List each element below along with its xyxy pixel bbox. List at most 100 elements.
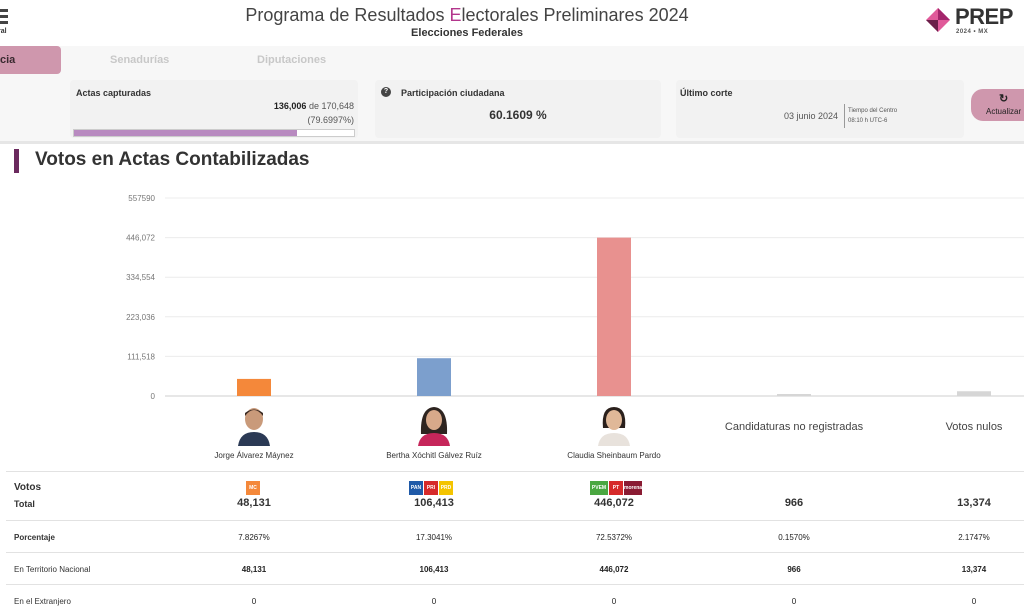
y-tick-label: 334,554: [126, 273, 155, 282]
tab-senadurias[interactable]: Senadurías: [110, 54, 170, 66]
nacional-cell: 446,072: [599, 565, 629, 574]
participacion-value: 60.1609 %: [489, 108, 547, 122]
hamburger-menu-icon[interactable]: [0, 9, 10, 25]
party-logo-pan: PAN: [409, 481, 423, 495]
percent-cell: 0.1570%: [778, 533, 810, 542]
bar-5: [957, 391, 991, 396]
institution-label: ral: [0, 28, 7, 35]
party-logo-morena: morena: [624, 481, 642, 495]
party-logos-sigamos-haciendo-historia: PVEM PT morena: [590, 481, 642, 495]
no-registradas-label: Candidaturas no registradas: [724, 421, 864, 433]
bar-3: [597, 237, 631, 396]
y-tick-label: 446,072: [126, 234, 155, 243]
party-logo-pt: PT: [609, 481, 623, 495]
prep-logo-icon: [926, 8, 950, 32]
page-title: Programa de Resultados Electorales Preli…: [0, 5, 934, 26]
candidate-name: Jorge Álvarez Máynez: [214, 451, 294, 460]
election-tabs: cia Senadurías Diputaciones: [0, 46, 1024, 76]
y-tick-label: 0: [151, 392, 156, 400]
refresh-button[interactable]: ↻ Actualizar: [971, 89, 1024, 121]
header: ral Programa de Resultados Electorales P…: [0, 0, 1024, 46]
y-tick-label: 557590: [128, 194, 155, 203]
refresh-label: Actualizar: [986, 107, 1022, 116]
tab-diputaciones[interactable]: Diputaciones: [257, 54, 327, 66]
party-logo-prd: PRD: [439, 481, 453, 495]
corte-timezone: Tiempo del Centro: [848, 108, 898, 114]
participacion-label: Participación ciudadana: [401, 88, 505, 98]
actas-captured: 136,006: [273, 101, 307, 111]
total-cell: 48,131: [237, 497, 271, 509]
percent-cell: 72.5372%: [595, 533, 633, 542]
nacional-cell: 966: [787, 565, 801, 574]
extranjero-cell: 0: [251, 597, 257, 606]
logo-text: PREP: [955, 4, 1013, 29]
logo-subtext: 2024 • MX: [956, 29, 989, 35]
actas-total: 170,648: [321, 101, 354, 111]
extranjero-cell: 0: [971, 597, 977, 606]
table-row-votos: Votos Total MC PAN PRI PRD PVEM PT morena 48…: [6, 471, 1024, 520]
title-part-2: lectorales Preliminares 2024: [461, 5, 689, 25]
extranjero-label: En el Extranjero: [14, 597, 71, 606]
porcentaje-label: Porcentaje: [14, 533, 55, 542]
title-part-1: Programa de Resultados: [245, 5, 450, 25]
party-logo-mc: MC: [246, 481, 260, 495]
title-e-accent: E: [449, 5, 462, 25]
party-logo-pvem: PVEM: [590, 481, 608, 495]
nacional-cell: 48,131: [241, 565, 267, 574]
actas-count: 136,006 de 170,648: [274, 101, 354, 111]
question-circle-icon[interactable]: ?: [381, 87, 391, 97]
candidate-2: Bertha Xóchitl Gálvez Ruíz: [334, 404, 534, 460]
extranjero-cell: 0: [431, 597, 437, 606]
corte-divider: [844, 104, 845, 128]
bar-1: [237, 378, 271, 396]
votes-bar-chart: 0 111,518 223,036 334,554 446,072 557590: [126, 194, 1024, 400]
candidate-photo-icon: [416, 404, 452, 446]
extranjero-cell: 0: [791, 597, 797, 606]
ultimo-corte-card: Último corte 03 junio 2024 Tiempo del Ce…: [676, 80, 964, 138]
corte-date: 03 junio 2024: [784, 111, 839, 121]
y-tick-label: 111,518: [127, 352, 155, 361]
results-table: Votos Total MC PAN PRI PRD PVEM PT morena 48…: [6, 471, 1024, 608]
participacion-card: ? Participación ciudadana 60.1609 %: [375, 80, 661, 138]
table-row-porcentaje: Porcentaje 7.8267% 17.3041% 72.5372% 0.1…: [6, 520, 1024, 552]
actas-percent: (79.6997%): [307, 115, 354, 125]
actas-label: Actas capturadas: [76, 88, 152, 98]
page-subtitle: Elecciones Federales: [411, 27, 523, 39]
total-cell: 106,413: [414, 497, 454, 509]
candidate-name: Bertha Xóchitl Gálvez Ruíz: [386, 451, 482, 460]
nacional-cell: 13,374: [961, 565, 987, 574]
candidate-photo-icon: [236, 404, 272, 446]
table-row-nacional: En Territorio Nacional 48,131 106,413 44…: [6, 552, 1024, 584]
actas-progress-bar: [73, 129, 355, 137]
party-logo-pri: PRI: [424, 481, 438, 495]
extranjero-cell: 0: [611, 597, 617, 606]
actas-of: de: [306, 101, 322, 111]
prep-logo[interactable]: PREP 2024 • MX: [924, 4, 1024, 40]
nacional-cell: 106,413: [419, 565, 449, 574]
nacional-label: En Territorio Nacional: [14, 565, 91, 574]
votos-label: Votos: [14, 482, 42, 493]
section-title: Votos en Actas Contabilizadas: [35, 149, 310, 170]
stats-bar: Actas capturadas 136,006 de 170,648 (79.…: [0, 76, 1024, 144]
actas-progress-fill: [74, 130, 298, 136]
candidate-name: Claudia Sheinbaum Pardo: [567, 451, 661, 460]
percent-cell: 2.1747%: [958, 533, 990, 542]
refresh-icon: ↻: [999, 93, 1009, 105]
y-tick-label: 223,036: [126, 313, 155, 322]
candidate-3: Claudia Sheinbaum Pardo: [514, 404, 714, 460]
candidate-1: Jorge Álvarez Máynez: [154, 404, 354, 460]
votos-nulos-label: Votos nulos: [945, 421, 1003, 433]
section-accent-bar: [14, 149, 19, 173]
percent-cell: 7.8267%: [238, 533, 270, 542]
tab-presidencia[interactable]: cia: [0, 46, 61, 74]
party-logos-mc: MC: [246, 481, 260, 495]
total-label: Total: [14, 499, 35, 509]
party-logos-fuerza-y-corazon: PAN PRI PRD: [409, 481, 453, 495]
corte-time: 08:10 h UTC-6: [848, 118, 888, 124]
corte-label: Último corte: [680, 88, 733, 98]
total-cell: 966: [784, 497, 804, 509]
bar-2: [417, 358, 451, 396]
percent-cell: 17.3041%: [415, 533, 453, 542]
table-row-extranjero: En el Extranjero 0 0 0 0 0: [6, 584, 1024, 608]
